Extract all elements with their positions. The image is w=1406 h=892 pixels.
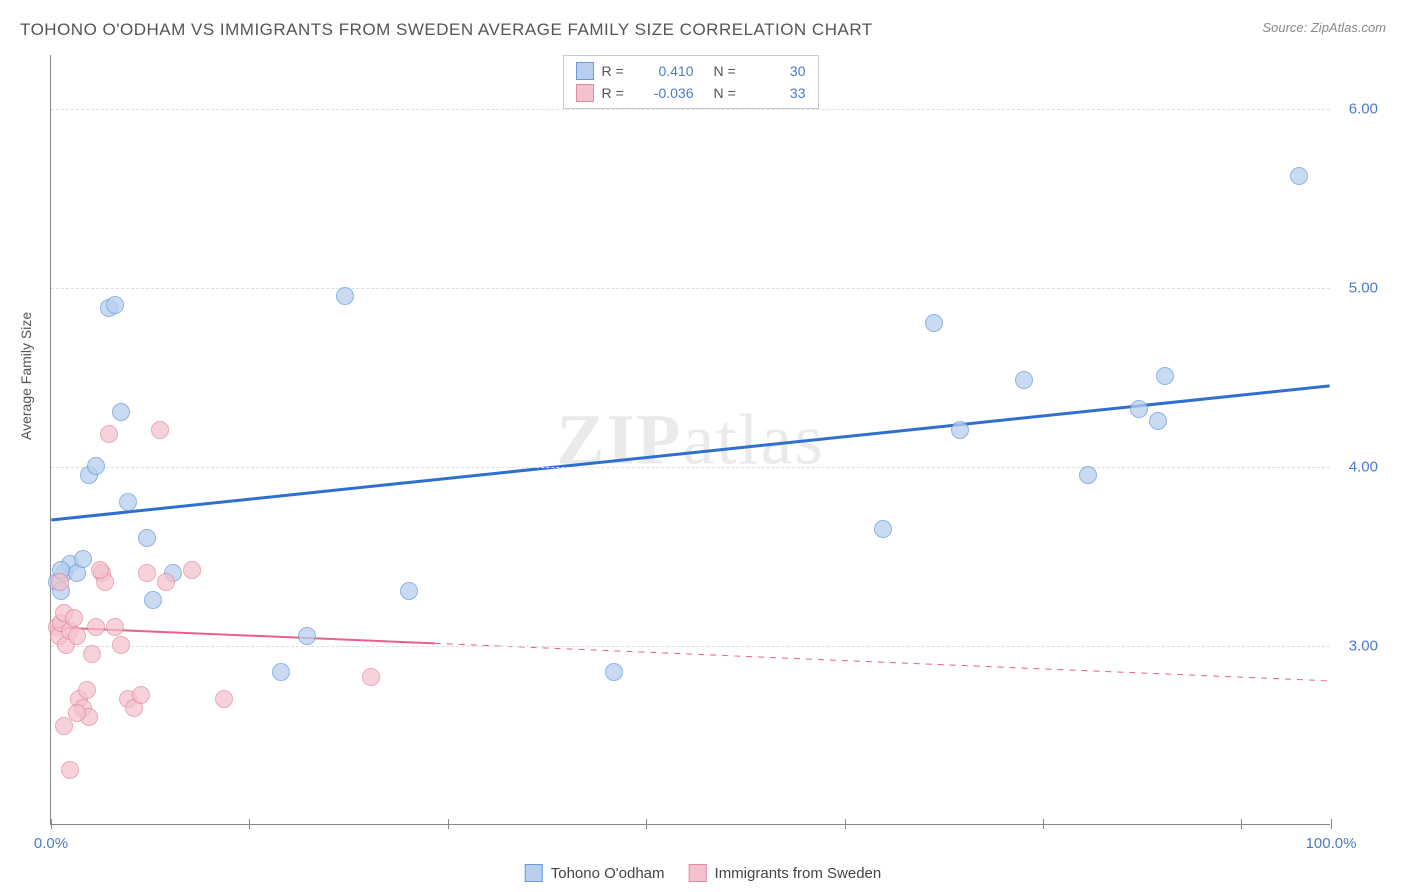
x-tick xyxy=(1043,819,1044,829)
scatter-point-tohono xyxy=(1079,466,1097,484)
y-tick-label: 3.00 xyxy=(1349,637,1378,654)
scatter-point-sweden xyxy=(78,681,96,699)
x-tick xyxy=(448,819,449,829)
x-tick xyxy=(51,819,52,829)
legend-n-label: N = xyxy=(714,85,742,101)
x-tick-label: 0.0% xyxy=(34,835,68,852)
scatter-point-tohono xyxy=(272,663,290,681)
legend-row-tohono: R = 0.410 N = 30 xyxy=(576,60,806,82)
scatter-point-sweden xyxy=(183,561,201,579)
scatter-point-sweden xyxy=(106,618,124,636)
x-tick xyxy=(249,819,250,829)
watermark: ZIPatlas xyxy=(557,398,825,481)
scatter-point-sweden xyxy=(362,668,380,686)
scatter-point-sweden xyxy=(61,761,79,779)
legend-row-sweden: R = -0.036 N = 33 xyxy=(576,82,806,104)
scatter-point-tohono xyxy=(112,403,130,421)
source-attribution: Source: ZipAtlas.com xyxy=(1262,20,1386,35)
scatter-point-tohono xyxy=(298,627,316,645)
series-legend: Tohono O'odham Immigrants from Sweden xyxy=(525,864,882,882)
scatter-point-tohono xyxy=(605,663,623,681)
legend-label-sweden: Immigrants from Sweden xyxy=(715,865,882,882)
chart-title: TOHONO O'ODHAM VS IMMIGRANTS FROM SWEDEN… xyxy=(20,20,873,40)
scatter-point-sweden xyxy=(100,425,118,443)
y-tick-label: 4.00 xyxy=(1349,458,1378,475)
gridline xyxy=(51,109,1330,110)
x-tick-label: 100.0% xyxy=(1306,835,1357,852)
scatter-point-tohono xyxy=(951,421,969,439)
scatter-point-sweden xyxy=(65,609,83,627)
scatter-point-sweden xyxy=(132,686,150,704)
scatter-point-tohono xyxy=(336,287,354,305)
legend-n-value-tohono: 30 xyxy=(750,63,806,79)
scatter-point-tohono xyxy=(1015,371,1033,389)
x-tick xyxy=(646,819,647,829)
scatter-point-sweden xyxy=(157,573,175,591)
gridline xyxy=(51,467,1330,468)
scatter-point-tohono xyxy=(400,582,418,600)
scatter-point-tohono xyxy=(138,529,156,547)
plot-area: ZIPatlas R = 0.410 N = 30 R = -0.036 N =… xyxy=(50,55,1330,825)
legend-swatch-tohono xyxy=(525,864,543,882)
legend-swatch-sweden xyxy=(576,84,594,102)
legend-swatch-sweden xyxy=(689,864,707,882)
scatter-point-tohono xyxy=(925,314,943,332)
x-tick xyxy=(845,819,846,829)
scatter-point-tohono xyxy=(1149,412,1167,430)
legend-r-value-sweden: -0.036 xyxy=(638,85,694,101)
y-axis-label: Average Family Size xyxy=(18,312,34,440)
gridline xyxy=(51,646,1330,647)
scatter-point-tohono xyxy=(87,457,105,475)
correlation-legend: R = 0.410 N = 30 R = -0.036 N = 33 xyxy=(563,55,819,109)
legend-item-sweden: Immigrants from Sweden xyxy=(689,864,882,882)
x-tick xyxy=(1241,819,1242,829)
scatter-point-sweden xyxy=(87,618,105,636)
legend-r-value-tohono: 0.410 xyxy=(638,63,694,79)
scatter-point-sweden xyxy=(112,636,130,654)
scatter-point-sweden xyxy=(91,561,109,579)
scatter-point-tohono xyxy=(106,296,124,314)
scatter-point-tohono xyxy=(119,493,137,511)
x-tick xyxy=(1331,819,1332,829)
legend-label-tohono: Tohono O'odham xyxy=(551,865,665,882)
legend-n-label: N = xyxy=(714,63,742,79)
gridline xyxy=(51,288,1330,289)
legend-r-label: R = xyxy=(602,85,630,101)
y-tick-label: 6.00 xyxy=(1349,100,1378,117)
scatter-point-tohono xyxy=(1156,367,1174,385)
trend-line-dash-sweden xyxy=(435,643,1330,681)
legend-swatch-tohono xyxy=(576,62,594,80)
scatter-point-sweden xyxy=(68,627,86,645)
chart-container: TOHONO O'ODHAM VS IMMIGRANTS FROM SWEDEN… xyxy=(0,0,1406,892)
scatter-point-tohono xyxy=(874,520,892,538)
scatter-point-tohono xyxy=(1290,167,1308,185)
scatter-point-sweden xyxy=(215,690,233,708)
scatter-point-sweden xyxy=(68,704,86,722)
y-tick-label: 5.00 xyxy=(1349,279,1378,296)
scatter-point-sweden xyxy=(51,573,69,591)
scatter-point-tohono xyxy=(74,550,92,568)
legend-r-label: R = xyxy=(602,63,630,79)
scatter-point-sweden xyxy=(138,564,156,582)
legend-item-tohono: Tohono O'odham xyxy=(525,864,665,882)
legend-n-value-sweden: 33 xyxy=(750,85,806,101)
scatter-point-sweden xyxy=(151,421,169,439)
scatter-point-tohono xyxy=(1130,400,1148,418)
scatter-point-tohono xyxy=(144,591,162,609)
scatter-point-sweden xyxy=(83,645,101,663)
